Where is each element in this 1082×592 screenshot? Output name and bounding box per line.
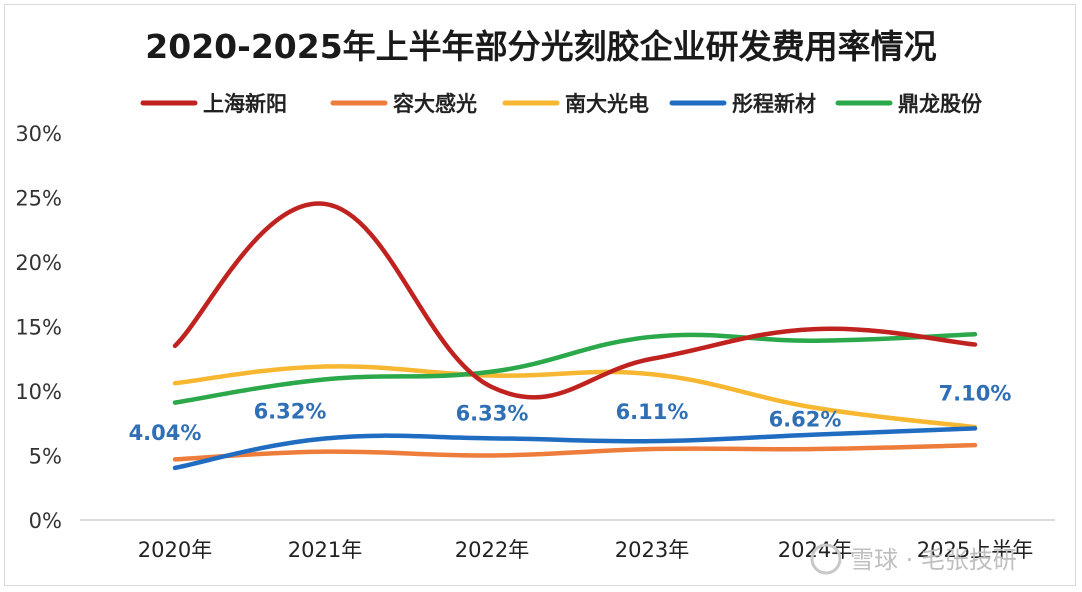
data-label: 6.62%: [769, 408, 842, 432]
series-line: [172, 331, 978, 405]
y-tick-label: 20%: [15, 251, 62, 275]
watermark: 雪球 · 毛张技研: [810, 543, 1017, 575]
series-line: [172, 364, 978, 430]
y-axis: 0% 5% 10% 15% 20% 25% 30%: [15, 122, 62, 533]
x-axis: 2020年 2021年 2022年 2023年 2024年 2025上半年: [80, 519, 1055, 562]
x-tick-label: 2022年: [455, 538, 529, 562]
series-line: [172, 442, 978, 462]
x-tick-label: 2023年: [615, 538, 689, 562]
data-label: 7.10%: [939, 381, 1012, 405]
watermark-text: 雪球 · 毛张技研: [850, 546, 1017, 574]
y-tick-label: 0%: [29, 509, 62, 533]
y-tick-label: 15%: [15, 316, 62, 340]
legend-label: 容大感光: [393, 92, 477, 116]
data-label: 4.04%: [129, 421, 202, 445]
data-labels: 4.04% 6.32% 6.33% 6.11% 6.62% 7.10%: [129, 381, 1012, 444]
legend-label: 上海新阳: [203, 92, 287, 116]
x-tick-label: 2020年: [138, 538, 212, 562]
data-label: 6.33%: [456, 401, 529, 425]
x-tick-label: 2021年: [288, 538, 362, 562]
y-tick-label: 5%: [29, 445, 62, 469]
legend-label: 彤程新材: [732, 92, 816, 116]
data-label: 6.32%: [254, 399, 327, 423]
series-lines: [172, 201, 978, 471]
legend-label: 南大光电: [565, 92, 649, 116]
legend: 上海新阳 容大感光 南大光电 彤程新材 鼎龙股份: [140, 92, 983, 116]
watermark-logo-icon: [810, 543, 842, 575]
data-label: 6.11%: [616, 400, 689, 424]
series-line: [172, 201, 978, 400]
chart-title: 2020-2025年上半年部分光刻胶企业研发费用率情况: [145, 27, 936, 66]
y-tick-label: 30%: [15, 122, 62, 146]
y-tick-label: 25%: [15, 187, 62, 211]
y-tick-label: 10%: [15, 380, 62, 404]
series-line: [172, 426, 978, 471]
x-tick-label: 2025上半年: [917, 538, 1033, 562]
legend-label: 鼎龙股份: [898, 92, 983, 116]
